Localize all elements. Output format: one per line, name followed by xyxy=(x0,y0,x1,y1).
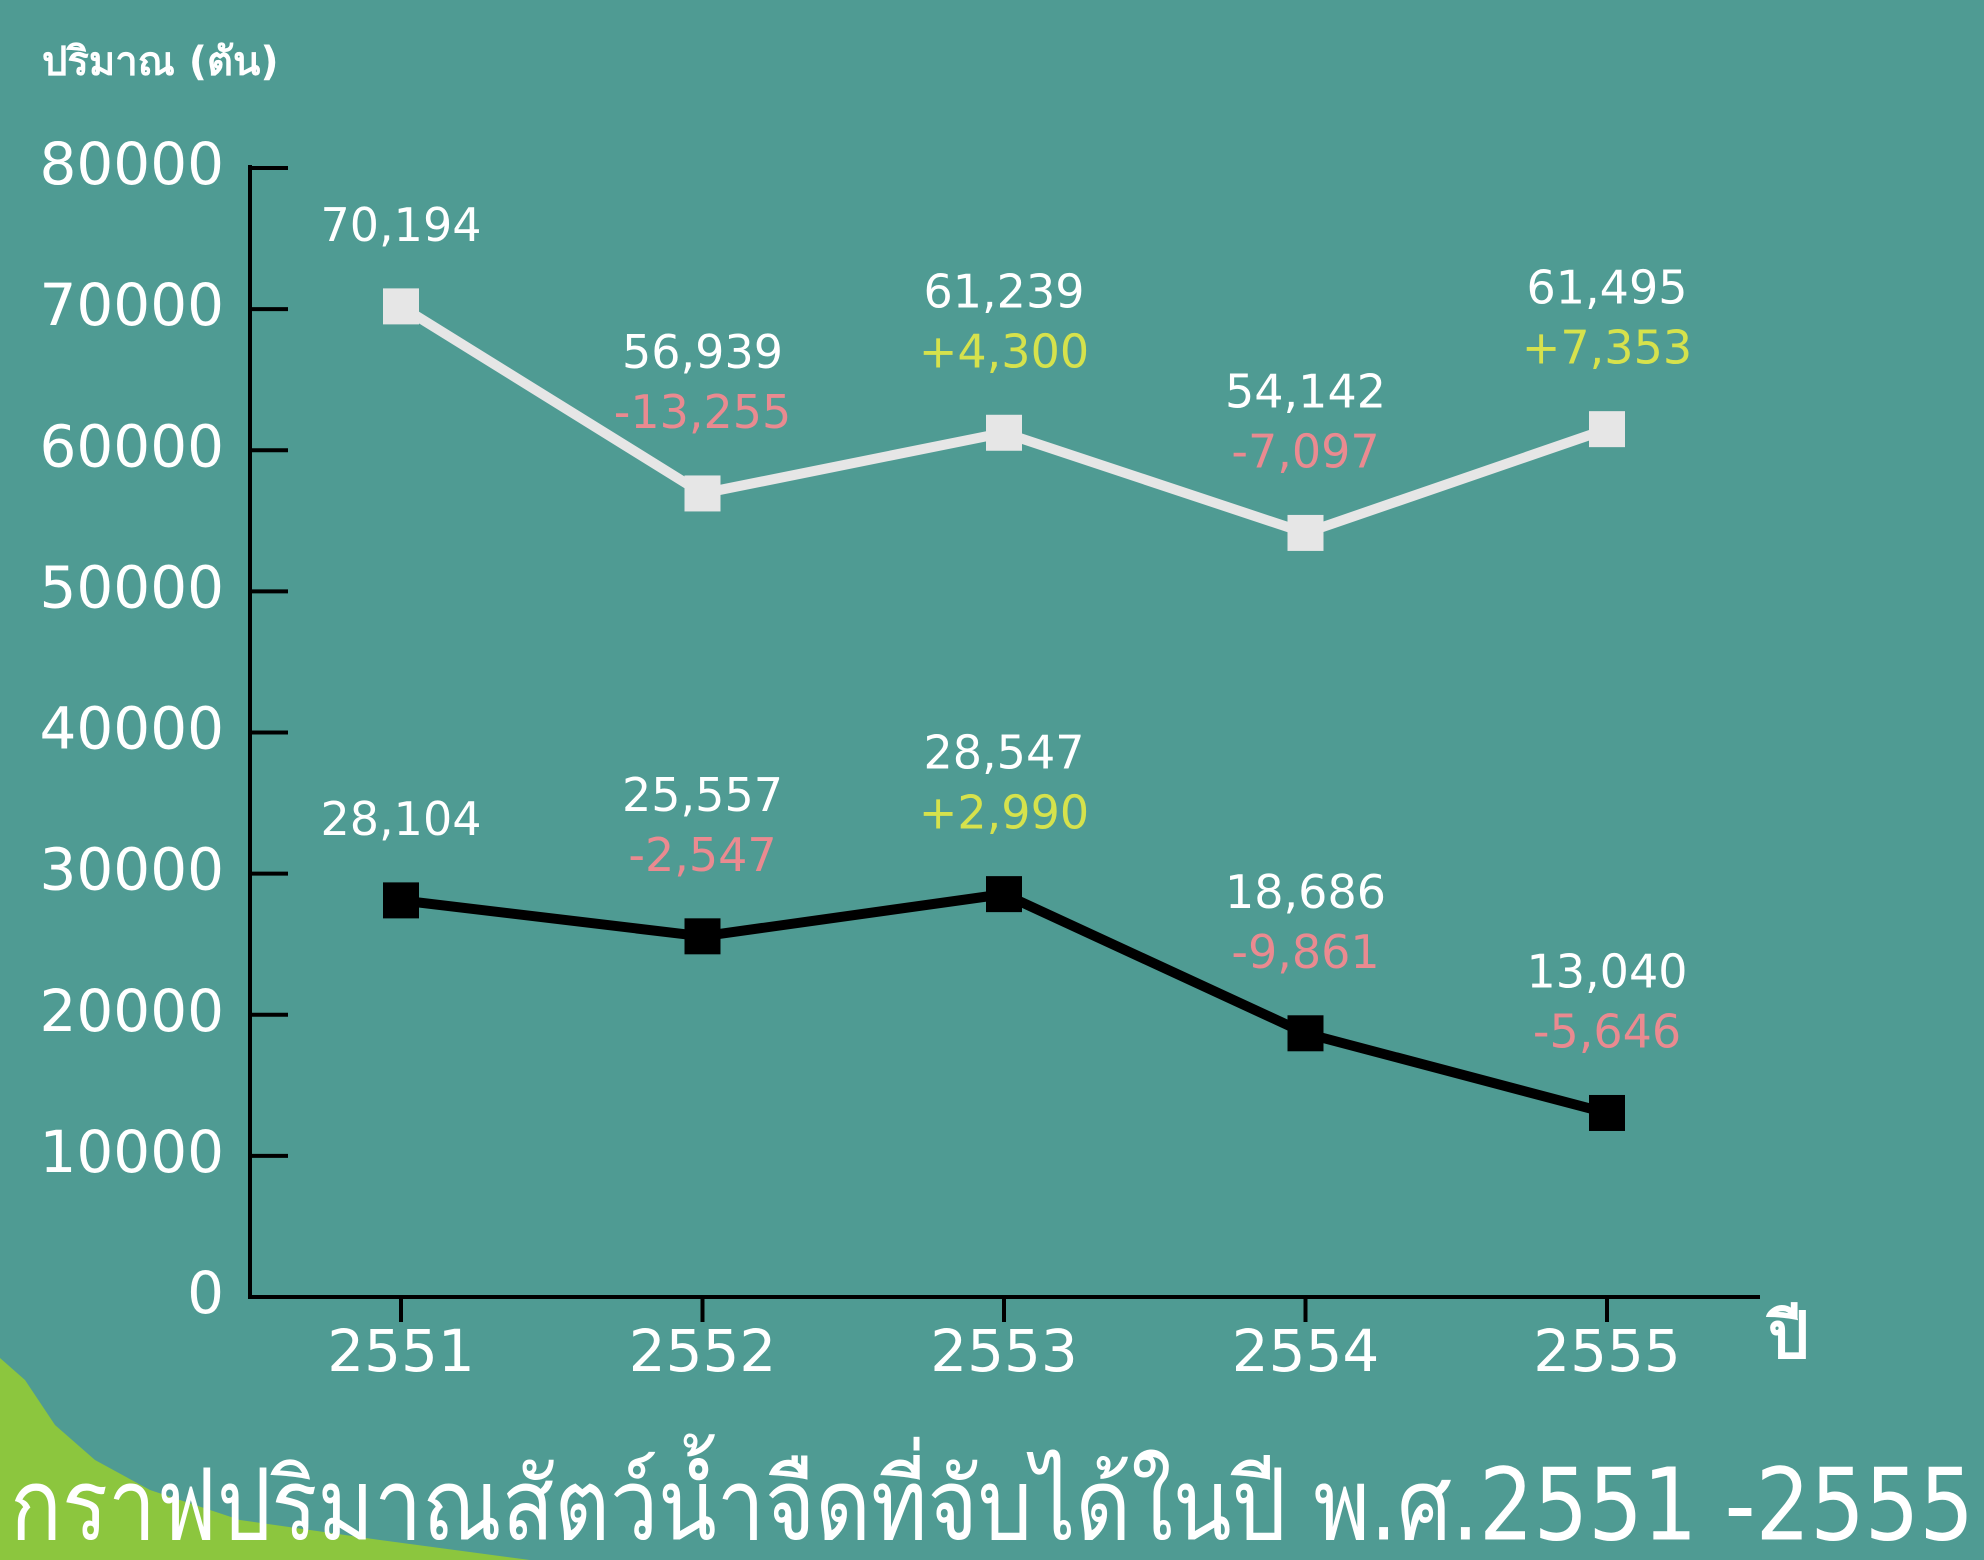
marker xyxy=(986,876,1022,912)
value-label: 70,194 xyxy=(321,198,482,252)
change-label: -2,547 xyxy=(628,828,776,882)
change-label: -7,097 xyxy=(1231,424,1379,478)
value-label: 61,239 xyxy=(924,264,1085,318)
marker xyxy=(383,882,419,918)
value-label: 28,104 xyxy=(321,792,482,846)
change-label: -9,861 xyxy=(1231,925,1379,979)
x-tick-label: 2551 xyxy=(327,1317,475,1385)
value-label: 25,557 xyxy=(622,768,783,822)
x-tick-label: 2554 xyxy=(1232,1317,1380,1385)
y-axis-label: ปริมาณ (ตัน) xyxy=(42,39,279,85)
change-label: +7,353 xyxy=(1522,321,1692,375)
marker xyxy=(1589,1095,1625,1131)
change-label: +2,990 xyxy=(919,786,1089,840)
value-label: 61,495 xyxy=(1527,261,1688,315)
x-axis-label: ปี xyxy=(1765,1300,1808,1374)
x-tick-label: 2555 xyxy=(1533,1317,1681,1385)
value-label: 28,547 xyxy=(924,726,1085,780)
marker xyxy=(1288,515,1324,551)
change-label: -13,255 xyxy=(614,385,792,439)
y-tick-label: 60000 xyxy=(39,412,224,480)
change-label: -5,646 xyxy=(1533,1004,1681,1058)
value-label: 54,142 xyxy=(1225,364,1386,418)
marker xyxy=(685,918,721,954)
chart-title: กราฟปริมาณสัตว์น้ำจืดที่จับได้ในปี พ.ศ.2… xyxy=(10,1433,1974,1560)
y-tick-label: 10000 xyxy=(39,1118,224,1186)
y-tick-label: 70000 xyxy=(39,271,224,339)
value-label: 18,686 xyxy=(1225,865,1386,919)
y-tick-label: 80000 xyxy=(39,130,224,198)
marker xyxy=(1288,1015,1324,1051)
x-tick-label: 2552 xyxy=(629,1317,777,1385)
marker xyxy=(383,288,419,324)
value-label: 13,040 xyxy=(1527,944,1688,998)
x-tick-label: 2553 xyxy=(930,1317,1078,1385)
value-label: 56,939 xyxy=(622,325,783,379)
chart: ปริมาณ (ตัน) ปี กราฟปริมาณสัตว์น้ำจืดที่… xyxy=(0,0,1984,1560)
y-tick-label: 20000 xyxy=(39,977,224,1045)
marker xyxy=(986,415,1022,451)
y-tick-label: 50000 xyxy=(39,553,224,621)
y-tick-label: 40000 xyxy=(39,695,224,763)
change-label: +4,300 xyxy=(919,324,1089,378)
y-tick-label: 0 xyxy=(187,1259,224,1327)
marker xyxy=(685,475,721,511)
y-tick-label: 30000 xyxy=(39,836,224,904)
marker xyxy=(1589,411,1625,447)
